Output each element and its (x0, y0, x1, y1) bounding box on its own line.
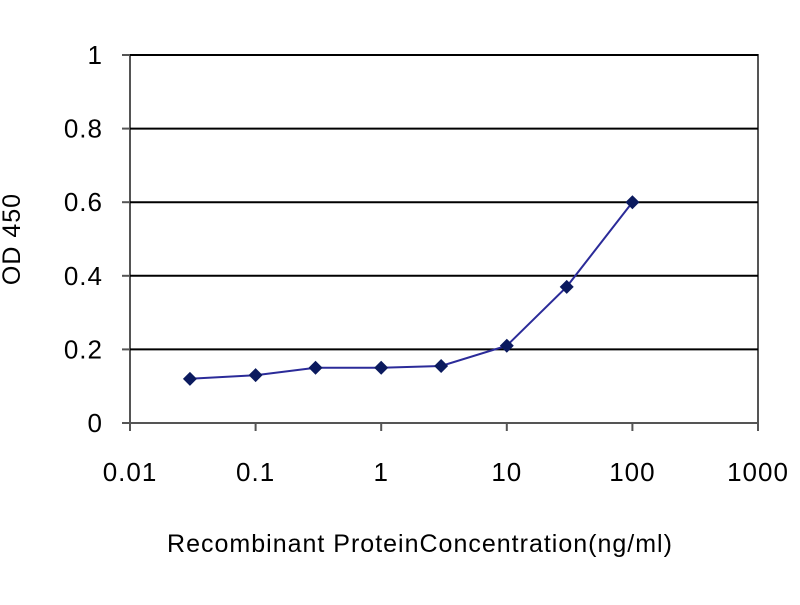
y-tick-label: 0.4 (64, 261, 103, 291)
plot-area (129, 54, 759, 424)
x-tick-label: 0.1 (236, 457, 275, 487)
data-point-marker (248, 368, 263, 383)
data-point-marker (182, 371, 197, 386)
data-point-marker (434, 358, 449, 373)
data-point-marker (374, 360, 389, 375)
data-point-marker (499, 338, 514, 353)
y-tick-label: 0.6 (64, 187, 103, 217)
x-tick-label: 10 (491, 457, 522, 487)
x-tick-label: 100 (609, 457, 655, 487)
y-tick-label: 0.8 (64, 114, 103, 144)
series-line (189, 201, 634, 380)
x-tick-label: 1 (373, 457, 388, 487)
y-tick-label: 0.2 (64, 334, 103, 364)
y-tick-label: 0 (88, 408, 103, 438)
y-axis-title: OD 450 (0, 193, 26, 285)
data-point-marker (559, 279, 574, 294)
x-tick-label: 0.01 (103, 457, 158, 487)
series-group (182, 195, 640, 386)
y-tick-label: 1 (88, 40, 103, 70)
data-point-marker (625, 195, 640, 210)
x-axis-ticks: 0.01 0.1 1 10 100 1000 (103, 423, 789, 487)
gridlines (130, 54, 758, 351)
y-axis-ticks: 0 0.2 0.4 0.6 0.8 1 (64, 40, 130, 438)
x-tick-label: 1000 (727, 457, 789, 487)
data-point-marker (308, 360, 323, 375)
x-axis-title: Recombinant ProteinConcentration(ng/ml) (167, 530, 673, 558)
